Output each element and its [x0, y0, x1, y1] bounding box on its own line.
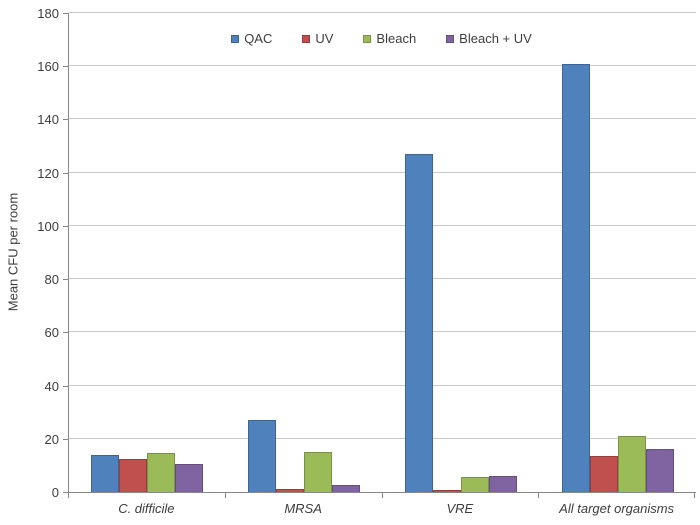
bar	[332, 485, 361, 492]
bar	[645, 449, 674, 492]
bar	[404, 154, 433, 492]
legend-label: Bleach	[376, 31, 417, 46]
y-axis-tick	[63, 225, 68, 227]
y-axis-title: Mean CFU per room	[5, 192, 21, 312]
bar	[248, 420, 277, 492]
bar	[304, 452, 333, 492]
plot-area	[68, 12, 696, 493]
category-label: All target organisms	[559, 501, 675, 516]
category-label: C. difficile	[118, 501, 175, 516]
legend-item: QAC	[231, 31, 272, 46]
y-tick-label: 140	[37, 112, 59, 128]
y-axis-tick	[63, 172, 68, 174]
legend-marker-icon	[231, 34, 240, 43]
y-axis-tick	[63, 438, 68, 440]
y-tick-label: 60	[44, 325, 59, 341]
legend-item: Bleach + UV	[446, 31, 532, 46]
x-axis-tick	[68, 493, 69, 498]
legend-item: UV	[302, 31, 333, 46]
x-axis-tick	[381, 493, 383, 498]
legend-marker-icon	[363, 34, 372, 43]
gridline	[69, 331, 696, 333]
y-tick-label: 100	[37, 218, 59, 234]
y-tick-label: 160	[37, 59, 59, 75]
bar	[617, 436, 646, 492]
y-tick-label: 40	[44, 378, 59, 394]
y-axis-tick	[63, 385, 68, 387]
bar	[561, 63, 590, 492]
category-label: VRE	[446, 501, 474, 516]
bar	[488, 476, 517, 492]
gridline	[69, 437, 696, 439]
gridline	[69, 65, 696, 67]
y-tick-label: 0	[51, 485, 59, 500]
bar	[91, 454, 120, 492]
legend-item: Bleach	[363, 31, 416, 46]
bar	[589, 456, 618, 492]
gridline	[69, 171, 696, 173]
gridline	[69, 224, 696, 226]
bar	[460, 477, 489, 492]
bar	[175, 464, 204, 492]
legend-marker-icon	[302, 34, 311, 43]
y-axis-tick	[63, 332, 68, 334]
legend: QAC UV Bleach Bleach + UV	[68, 31, 695, 46]
x-axis-tick	[694, 493, 695, 498]
legend-marker-icon	[446, 34, 455, 43]
y-axis-tick	[63, 119, 68, 121]
gridline	[69, 384, 696, 386]
category-label: MRSA	[284, 501, 322, 516]
legend-label: Bleach + UV	[459, 31, 532, 46]
legend-label: UV	[315, 31, 334, 46]
y-axis-tick	[63, 279, 68, 281]
x-axis-tick	[538, 493, 540, 498]
x-axis-tick	[224, 493, 226, 498]
gridline	[69, 12, 696, 13]
y-tick-label: 20	[44, 431, 59, 447]
gridline	[69, 118, 696, 120]
y-axis-tick	[63, 66, 68, 68]
y-tick-label: 80	[44, 272, 59, 288]
legend-label: QAC	[244, 31, 273, 46]
y-tick-label: 120	[37, 165, 59, 181]
y-axis-tick	[63, 13, 68, 14]
y-tick-label: 180	[37, 6, 59, 21]
bar	[276, 489, 305, 492]
bar	[119, 458, 148, 492]
y-axis-tick	[63, 492, 68, 493]
bar	[147, 453, 176, 492]
gridline	[69, 278, 696, 280]
bar	[432, 490, 461, 492]
